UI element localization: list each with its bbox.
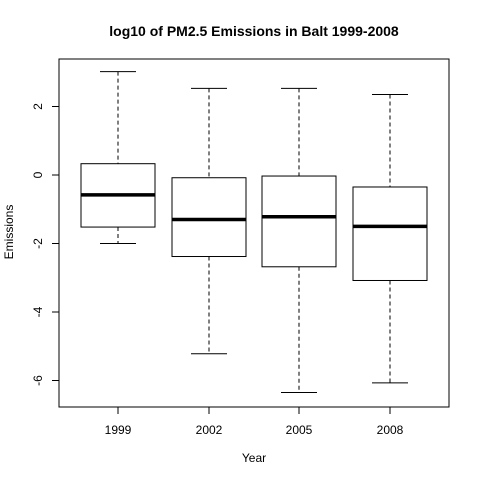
box-iqr	[171, 177, 247, 258]
x-tick-label: 1999	[105, 423, 132, 437]
x-tick-label: 2002	[196, 423, 223, 437]
box-group-2002	[171, 87, 247, 355]
x-axis-label: Year	[242, 451, 266, 465]
y-tick-label: 0	[31, 171, 45, 178]
y-axis: -6 -4 -2 0 2	[31, 103, 60, 386]
chart-title: log10 of PM2.5 Emissions in Balt 1999-20…	[109, 23, 399, 39]
x-tick-label: 2005	[286, 423, 313, 437]
box-group-1999	[80, 71, 156, 244]
y-tick-label: -6	[31, 375, 45, 386]
box-iqr	[261, 175, 337, 268]
y-tick-label: 2	[31, 103, 45, 110]
y-tick-label: -4	[31, 306, 45, 317]
box-group-2005	[261, 87, 337, 393]
y-tick-label: -2	[31, 238, 45, 249]
y-axis-label: Emissions	[2, 205, 16, 260]
box-iqr	[352, 186, 428, 281]
x-axis: 1999 2002 2005 2008	[105, 406, 404, 437]
box-group-2008	[352, 94, 428, 384]
boxes-layer	[80, 71, 428, 393]
x-tick-label: 2008	[377, 423, 404, 437]
